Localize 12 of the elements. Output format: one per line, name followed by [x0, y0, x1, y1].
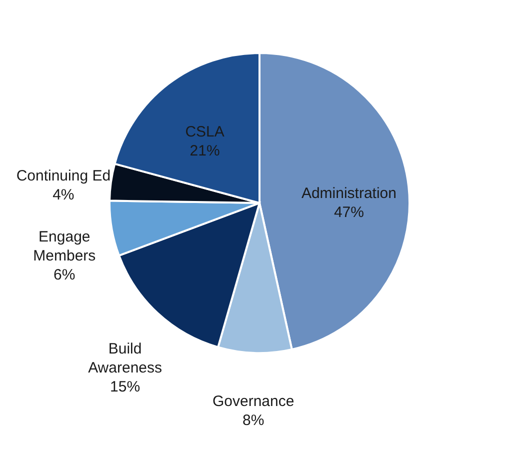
data-label: 6%: [54, 266, 76, 284]
slice-label: Engage Members: [33, 228, 96, 265]
slice-label: Governance: [212, 392, 294, 410]
data-label: 21%: [190, 142, 220, 160]
data-label: 4%: [52, 186, 74, 204]
slice-label: Build Awareness: [88, 340, 162, 376]
slice-label: Continuing Ed: [16, 167, 111, 184]
slice-label: CSLA: [185, 124, 224, 141]
slice-label: Administration: [301, 185, 396, 202]
data-label: 8%: [242, 412, 264, 429]
data-label: 47%: [334, 204, 364, 222]
data-label: 15%: [110, 378, 140, 396]
